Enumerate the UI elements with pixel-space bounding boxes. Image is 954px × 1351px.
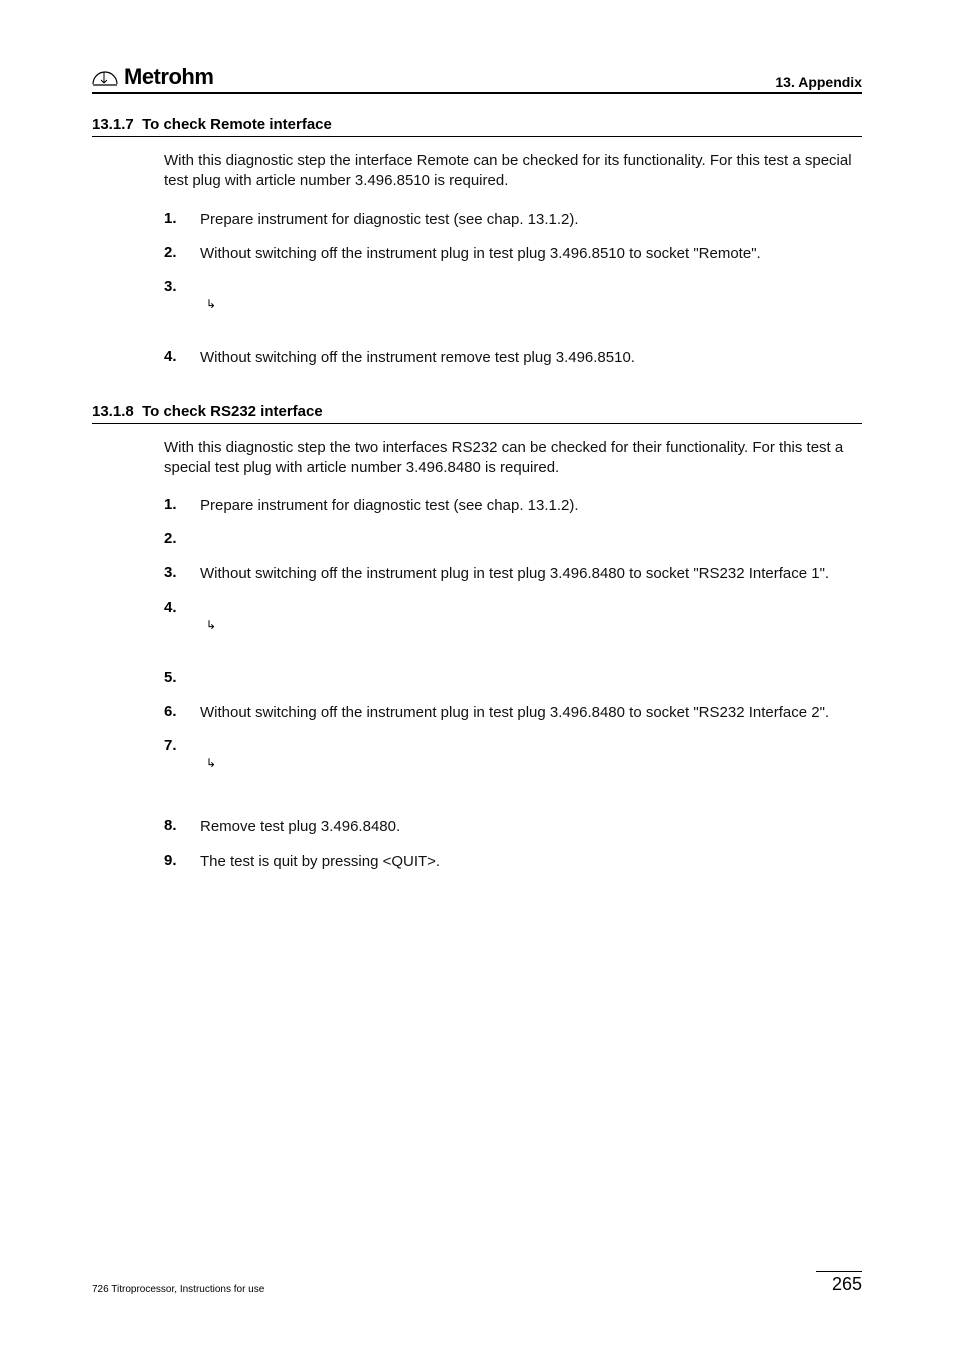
step-text: ↳ [200, 278, 862, 314]
section-heading: 13.1.8 To check RS232 interface [92, 403, 862, 424]
step-number: 6. [164, 703, 200, 720]
list-item: 6. Without switching off the instrument … [164, 703, 862, 723]
step-number: 3. [164, 278, 200, 295]
section-13-1-7: 13.1.7 To check Remote interface With th… [92, 116, 862, 369]
list-item: 5. [164, 669, 862, 689]
step-text: Prepare instrument for diagnostic test (… [200, 210, 862, 230]
list-item: 9. The test is quit by pressing <QUIT>. [164, 852, 862, 872]
list-item: 2. Without switching off the instrument … [164, 244, 862, 264]
page-number: 265 [816, 1271, 862, 1295]
step-list: 1. Prepare instrument for diagnostic tes… [164, 210, 862, 369]
step-number: 1. [164, 210, 200, 227]
arrow-icon: ↳ [206, 296, 216, 312]
step-text: Without switching off the instrument rem… [200, 348, 862, 368]
step-text: Without switching off the instrument plu… [200, 703, 862, 723]
step-text: ↳ [200, 599, 862, 635]
step-text: Prepare instrument for diagnostic test (… [200, 496, 862, 516]
section-title: To check RS232 interface [142, 403, 323, 420]
step-text: Without switching off the instrument plu… [200, 244, 862, 264]
list-item: 3. ↳ [164, 278, 862, 314]
step-text: Without switching off the instrument plu… [200, 564, 862, 584]
step-number: 9. [164, 852, 200, 869]
metrohm-logo-icon [92, 68, 118, 86]
chapter-label: 13. Appendix [775, 74, 862, 90]
footer-doc-title: 726 Titroprocessor, Instructions for use [92, 1284, 264, 1295]
arrow-icon: ↳ [206, 617, 216, 633]
arrow-icon: ↳ [206, 755, 216, 771]
brand-name: Metrohm [124, 64, 213, 90]
step-number: 4. [164, 348, 200, 365]
step-number: 4. [164, 599, 200, 616]
step-text: Remove test plug 3.496.8480. [200, 817, 862, 837]
page: Metrohm 13. Appendix 13.1.7 To check Rem… [0, 0, 954, 1351]
section-intro: With this diagnostic step the interface … [164, 151, 862, 192]
step-number: 3. [164, 564, 200, 581]
section-heading: 13.1.7 To check Remote interface [92, 116, 862, 137]
section-number: 13.1.7 [92, 116, 134, 133]
list-item: 1. Prepare instrument for diagnostic tes… [164, 210, 862, 230]
list-item: 4. ↳ [164, 599, 862, 635]
page-header: Metrohm 13. Appendix [92, 64, 862, 94]
step-text: The test is quit by pressing <QUIT>. [200, 852, 862, 872]
step-number: 1. [164, 496, 200, 513]
section-number: 13.1.8 [92, 403, 134, 420]
section-title: To check Remote interface [142, 116, 332, 133]
list-item: 8. Remove test plug 3.496.8480. [164, 817, 862, 837]
list-item: 4. Without switching off the instrument … [164, 348, 862, 368]
step-list: 1. Prepare instrument for diagnostic tes… [164, 496, 862, 872]
list-item: 2. [164, 530, 862, 550]
step-text: ↳ [200, 737, 862, 773]
list-item: 1. Prepare instrument for diagnostic tes… [164, 496, 862, 516]
section-13-1-8: 13.1.8 To check RS232 interface With thi… [92, 403, 862, 872]
step-number: 2. [164, 244, 200, 261]
section-intro: With this diagnostic step the two interf… [164, 438, 862, 479]
step-number: 7. [164, 737, 200, 754]
list-item: 7. ↳ [164, 737, 862, 773]
page-footer: 726 Titroprocessor, Instructions for use… [92, 1271, 862, 1295]
list-item: 3. Without switching off the instrument … [164, 564, 862, 584]
step-number: 5. [164, 669, 200, 686]
step-number: 2. [164, 530, 200, 547]
step-number: 8. [164, 817, 200, 834]
brand: Metrohm [92, 64, 213, 90]
